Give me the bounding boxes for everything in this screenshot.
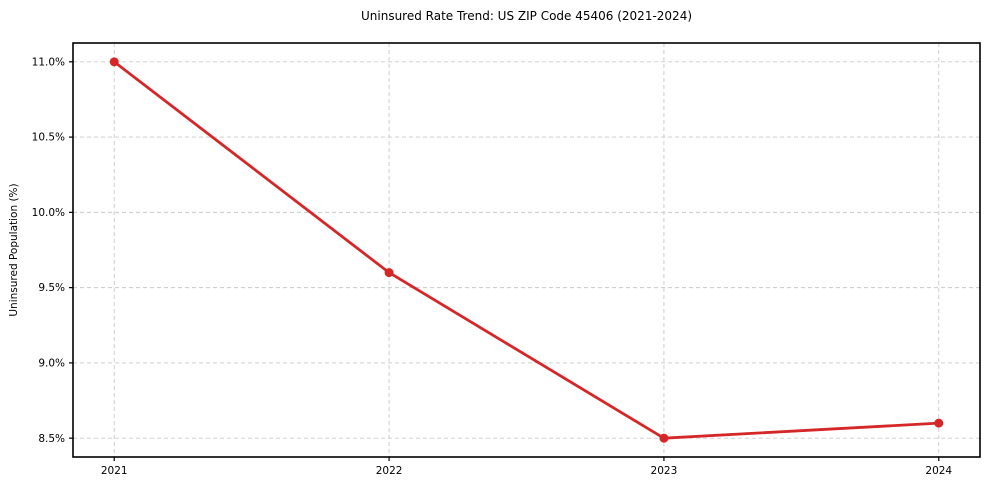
data-point	[384, 268, 394, 278]
y-axis-label: Uninsured Population (%)	[8, 183, 20, 317]
y-tick-label: 10.5%	[32, 132, 65, 144]
x-tick-label: 2024	[925, 465, 952, 477]
x-tick-label: 2023	[651, 465, 678, 477]
plot-border	[72, 42, 981, 458]
y-tick-label: 9.0%	[38, 357, 65, 369]
x-tick-label: 2022	[376, 465, 403, 477]
y-tick-label: 8.5%	[38, 433, 65, 445]
data-point	[109, 57, 119, 67]
y-tick-label: 10.0%	[32, 207, 65, 219]
data-point	[659, 433, 669, 443]
chart-title: Uninsured Rate Trend: US ZIP Code 45406 …	[360, 9, 693, 23]
data-point	[934, 418, 944, 428]
y-tick-label: 9.5%	[38, 282, 65, 294]
data-line	[112, 60, 941, 440]
x-tick-label: 2021	[101, 465, 128, 477]
y-tick-label: 11.0%	[32, 56, 65, 68]
